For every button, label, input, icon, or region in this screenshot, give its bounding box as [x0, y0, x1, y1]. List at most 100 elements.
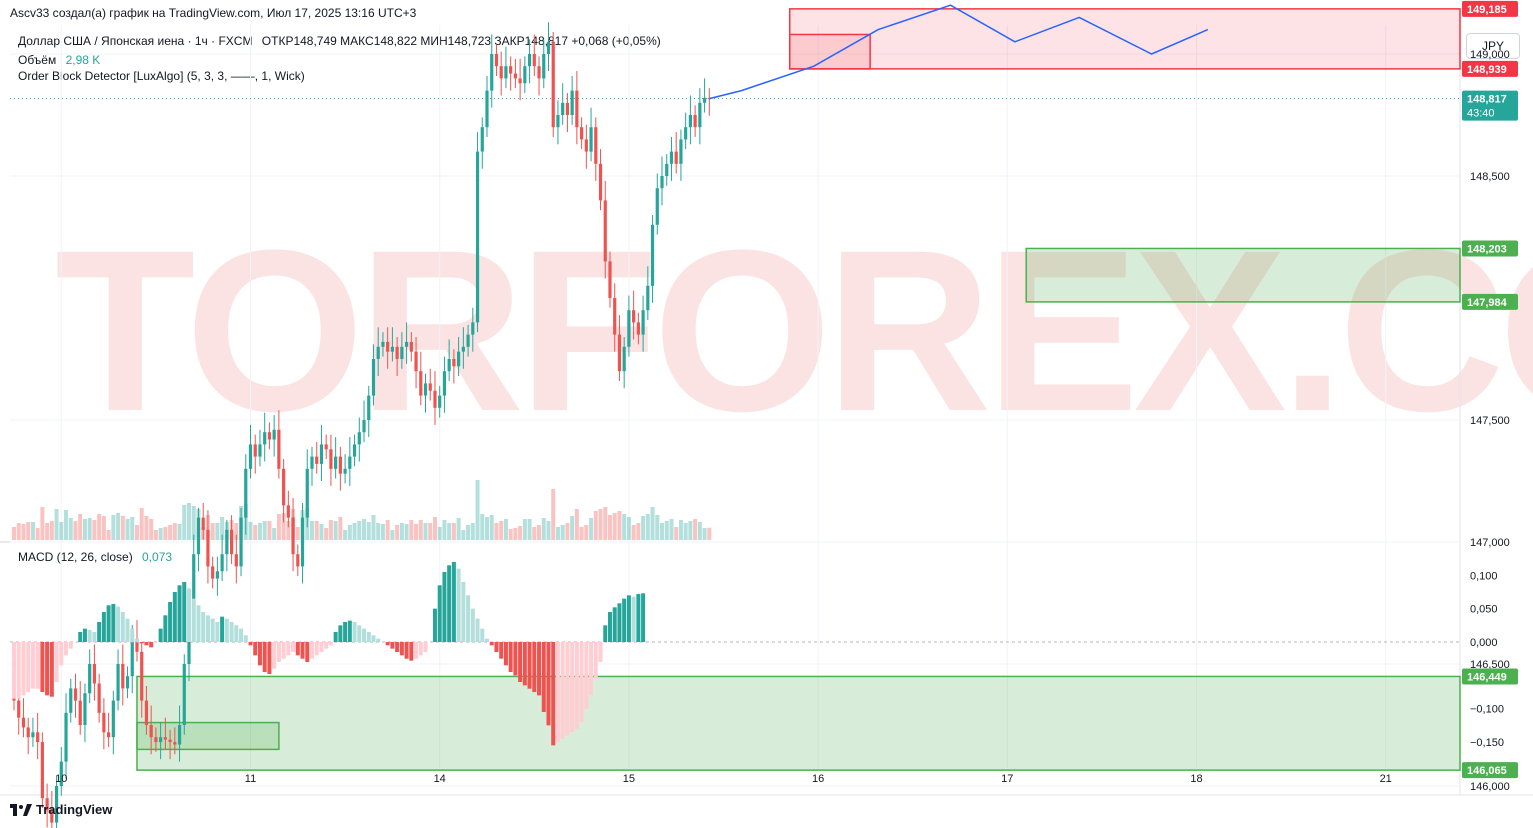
candles [12, 22, 711, 828]
candle-body [182, 664, 186, 725]
volume-bar [432, 517, 437, 540]
time-tick-label: 16 [812, 773, 824, 785]
volume-bar [555, 527, 560, 540]
candle-body [523, 66, 527, 84]
volume-bar [442, 520, 447, 540]
volume-bar [532, 527, 537, 540]
macd-bar [305, 642, 310, 663]
volume-bar [59, 522, 64, 540]
candle-body [357, 432, 361, 445]
macd-bar [309, 642, 314, 659]
candle-body [177, 725, 182, 745]
candle-body [59, 761, 63, 786]
macd-bar [144, 642, 149, 646]
candle-body [88, 664, 92, 694]
candle-body [69, 688, 73, 713]
volume-bar [111, 515, 116, 540]
tradingview-logo[interactable]: TradingView [10, 802, 112, 817]
candle-body [594, 127, 598, 164]
candle-body [452, 359, 456, 367]
macd-bar [224, 618, 229, 642]
time-axis[interactable]: 10 11 14 15 16 17 18 21 [55, 773, 1392, 785]
volume-bar [612, 513, 617, 540]
macd-bar [328, 642, 333, 646]
candle-body [409, 341, 413, 352]
candle-body [494, 54, 499, 67]
volume-bar [149, 519, 154, 540]
volume-bar [570, 516, 575, 540]
macd-bar [68, 642, 73, 649]
price-label-tag [1462, 60, 1518, 77]
macd-bar [319, 642, 324, 653]
macd-bar [432, 608, 437, 642]
time-tick-label: 17 [1001, 773, 1013, 785]
bearish-order-block [788, 8, 1461, 70]
volume-bar [551, 489, 556, 540]
macd-bar [508, 642, 513, 673]
candle-body [310, 456, 314, 469]
indicator-title: Order Block Detector [LuxAlgo] (5, 3, 3,… [18, 69, 305, 83]
macd-bar [286, 642, 291, 656]
volume-bar [144, 516, 149, 540]
macd-bar [418, 642, 423, 656]
volume-bar [139, 508, 144, 540]
currency-button[interactable]: JPY [1466, 33, 1520, 59]
candle-body [296, 554, 300, 567]
forecast-path [709, 4, 1209, 100]
volume-legend[interactable]: Объём 2,98 K [18, 53, 100, 67]
macd-bar [191, 598, 196, 642]
macd-bar [120, 611, 125, 642]
symbol-legend[interactable]: Доллар США / Японская иена · 1ч · FXCM О… [18, 34, 661, 48]
macd-bar [220, 616, 225, 642]
volume-bar [168, 525, 173, 540]
indicator-legend[interactable]: Order Block Detector [LuxAlgo] (5, 3, 3,… [18, 69, 305, 83]
macd-bar [451, 561, 456, 642]
candle-body [102, 712, 106, 733]
macd-bar [158, 628, 163, 642]
macd-bar [352, 621, 357, 642]
macd-bar [456, 568, 461, 642]
volume-bar [347, 525, 352, 540]
macd-bar [257, 642, 262, 666]
candle-body [291, 517, 295, 555]
macd-bar [243, 635, 248, 642]
candle-body [461, 346, 465, 352]
macd-bar [636, 593, 641, 642]
macd-bar [64, 642, 69, 656]
macd-bar [333, 631, 338, 642]
macd-bar [300, 642, 305, 659]
macd-bar [26, 642, 31, 693]
macd-bar [229, 621, 234, 642]
candle-body [73, 688, 78, 701]
candle-body [263, 432, 267, 445]
macd-bar [399, 642, 404, 656]
macd-bar [466, 595, 471, 642]
macd-bar [470, 608, 475, 642]
macd-bar [437, 585, 442, 642]
volume-bar [257, 523, 262, 540]
volume-bar [106, 530, 111, 540]
macd-bar [371, 635, 376, 642]
candle-body [367, 395, 371, 420]
candle-body [215, 571, 219, 579]
volume-bar [272, 528, 277, 540]
volume-bar [248, 522, 253, 540]
candle-body [598, 163, 603, 201]
price-axis[interactable]: 149,000 148,500 147,500 147,000 146,500 146,0… [1462, 0, 1518, 793]
candle-body [428, 383, 432, 391]
macd-legend[interactable]: MACD (12, 26, close) 0,073 [18, 550, 172, 564]
time-tick-label: 18 [1190, 773, 1202, 785]
volume-bar [172, 523, 177, 540]
volume-bar [414, 524, 419, 540]
macd-histogram [10, 561, 1460, 746]
countdown-label: 43:40 [1467, 108, 1495, 120]
volume-bar [130, 517, 135, 540]
volume-bar [220, 517, 225, 540]
symbol-title[interactable]: Доллар США / Японская иена · 1ч · FXCM [18, 34, 253, 48]
volume-bar [82, 519, 87, 540]
candle-body [248, 444, 253, 469]
macd-bar [617, 603, 622, 642]
candle-body [589, 127, 593, 152]
candle-body [40, 742, 44, 799]
